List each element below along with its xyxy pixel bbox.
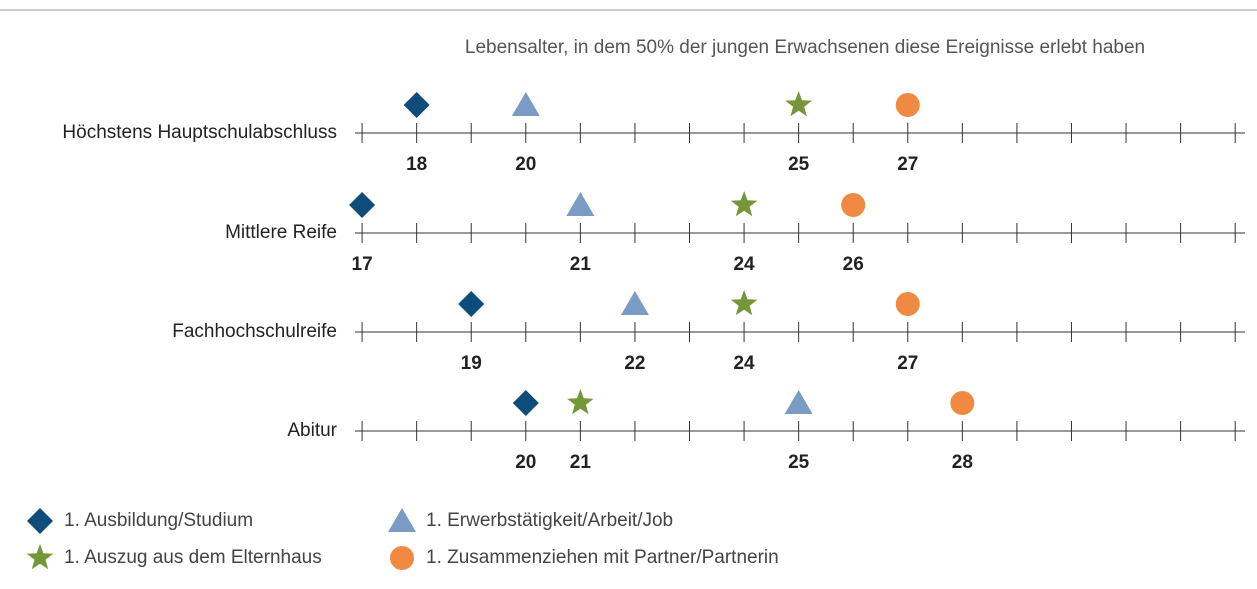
circle-marker bbox=[895, 292, 920, 316]
value-label: 21 bbox=[570, 254, 592, 275]
value-label: 20 bbox=[515, 154, 536, 175]
diamond-marker bbox=[27, 508, 53, 534]
value-label: 20 bbox=[515, 452, 536, 473]
star-marker bbox=[26, 544, 54, 570]
value-label: 26 bbox=[843, 254, 864, 275]
triangle-marker bbox=[388, 508, 416, 532]
circle-marker bbox=[390, 546, 414, 570]
value-label: 19 bbox=[461, 353, 482, 374]
value-label: 25 bbox=[788, 154, 810, 175]
value-label: 24 bbox=[733, 353, 755, 374]
star-marker bbox=[730, 191, 758, 217]
legend-label: 1. Auszug aus dem Elternhaus bbox=[64, 547, 322, 568]
diamond-marker bbox=[512, 390, 539, 416]
value-label: 21 bbox=[570, 452, 592, 473]
value-label: 17 bbox=[352, 254, 373, 275]
category-label: Mittlere Reife bbox=[225, 222, 337, 243]
value-label: 27 bbox=[897, 154, 918, 175]
value-label: 18 bbox=[406, 154, 427, 175]
star-marker bbox=[785, 91, 812, 117]
category-label: Höchstens Hauptschulabschluss bbox=[62, 122, 337, 143]
value-label: 27 bbox=[897, 353, 918, 374]
legend-label: 1. Ausbildung/Studium bbox=[64, 510, 253, 531]
value-label: 28 bbox=[952, 452, 973, 473]
diamond-marker bbox=[458, 291, 485, 317]
legend-label: 1. Zusammenziehen mit Partner/Partnerin bbox=[426, 547, 779, 568]
diamond-marker bbox=[403, 92, 430, 118]
circle-marker bbox=[895, 93, 920, 117]
value-label: 22 bbox=[624, 353, 645, 374]
circle-marker bbox=[841, 193, 866, 217]
value-label: 24 bbox=[733, 254, 755, 275]
category-label: Fachhochschulreife bbox=[172, 321, 337, 342]
diamond-marker bbox=[349, 192, 376, 218]
triangle-marker bbox=[511, 92, 540, 116]
chart-title: Lebensalter, in dem 50% der jungen Erwac… bbox=[465, 37, 1145, 58]
triangle-marker bbox=[566, 192, 595, 216]
triangle-marker bbox=[620, 291, 649, 315]
star-marker bbox=[567, 389, 594, 415]
legend-label: 1. Erwerbstätigkeit/Arbeit/Job bbox=[426, 510, 673, 531]
star-marker bbox=[730, 290, 758, 316]
triangle-marker bbox=[784, 390, 813, 414]
value-label: 25 bbox=[788, 452, 810, 473]
circle-marker bbox=[950, 391, 975, 415]
category-label: Abitur bbox=[287, 420, 337, 441]
